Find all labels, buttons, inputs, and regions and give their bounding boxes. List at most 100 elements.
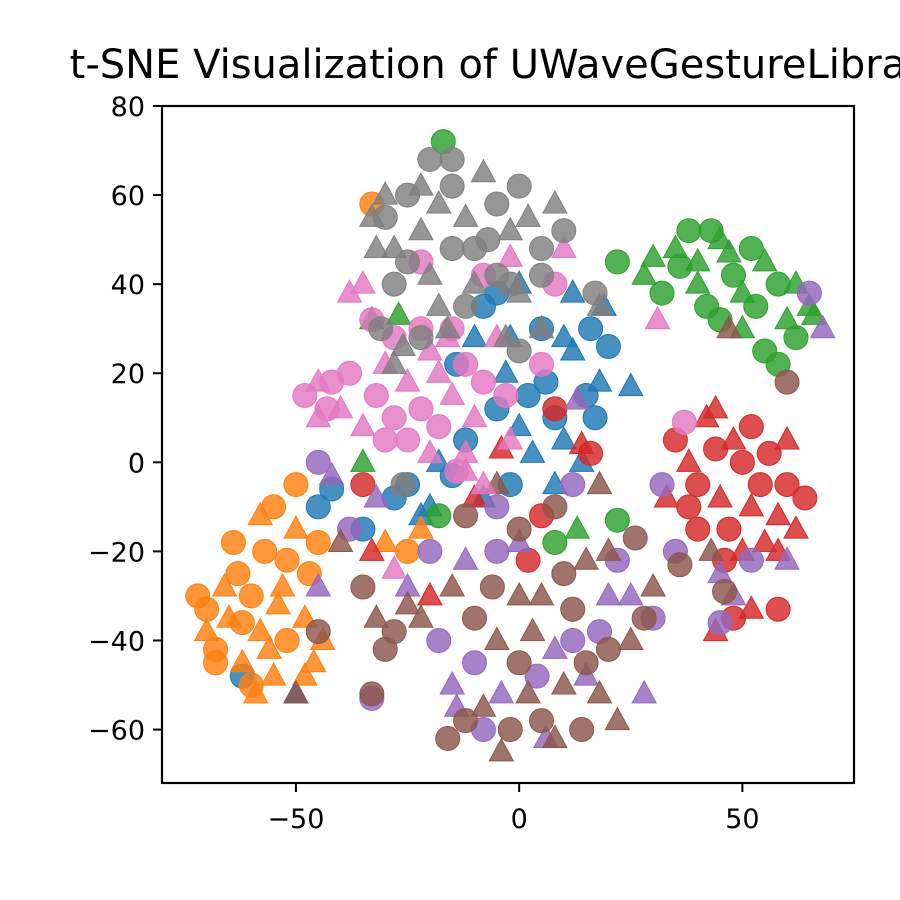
scatter-point [274, 627, 300, 653]
scatter-point [551, 218, 577, 244]
scatter-point [528, 262, 554, 288]
scatter-point [417, 261, 443, 285]
scatter-point [515, 679, 541, 704]
scatter-point [305, 529, 331, 555]
scatter-point [506, 516, 532, 542]
scatter-point [573, 546, 599, 570]
scatter-point [372, 528, 399, 552]
scatter-point [774, 472, 800, 498]
scatter-point [493, 383, 519, 409]
scatter-point [417, 146, 443, 172]
scatter-point [394, 590, 421, 615]
scatter-point [408, 396, 434, 422]
scatter-point [515, 203, 541, 227]
scatter-point [444, 458, 470, 484]
y-tick-label: −20 [88, 537, 145, 568]
scatter-point [439, 236, 465, 262]
scatter-point [497, 717, 523, 743]
scatter-point [506, 412, 533, 437]
scatter-point [462, 605, 488, 631]
scatter-point [738, 595, 765, 619]
scatter-point [381, 350, 407, 374]
scatter-point [604, 249, 630, 275]
scatter-point [675, 448, 702, 472]
scatter-point [751, 247, 778, 272]
scatter-point [475, 227, 501, 253]
scatter-point [265, 590, 291, 615]
scatter-point [550, 323, 577, 348]
scatter-point [350, 270, 376, 294]
scatter-point [425, 292, 452, 316]
scatter-point [247, 617, 274, 642]
scatter-point [720, 426, 747, 450]
scatter-point [479, 574, 505, 600]
scatter-point [550, 426, 577, 450]
x-tick-label: 0 [511, 804, 528, 835]
scatter-point [426, 503, 452, 529]
scatter-point [497, 271, 523, 297]
y-tick-label: 40 [111, 270, 145, 301]
scatter-point [604, 507, 630, 533]
scatter-point [363, 234, 390, 259]
scatter-point [229, 610, 255, 636]
scatter-point [644, 305, 671, 330]
scatter-point [350, 472, 376, 498]
scatter-point [327, 528, 354, 552]
scatter-point [461, 270, 488, 294]
scatter-point [453, 708, 479, 734]
scatter-point [395, 538, 421, 564]
scatter-point [528, 708, 554, 734]
scatter-point [738, 547, 764, 573]
scatter-point [783, 325, 809, 351]
scatter-point [461, 323, 488, 348]
scatter-point [506, 650, 532, 676]
scatter-point [363, 483, 390, 508]
scatter-point [269, 572, 296, 597]
scatter-point [453, 351, 479, 377]
scatter-point [497, 216, 524, 241]
scatter-point [578, 316, 604, 342]
scatter-point [461, 483, 488, 508]
scatter-point [483, 626, 510, 650]
scatter-point [470, 470, 497, 495]
scatter-point [649, 280, 675, 306]
scatter-point [439, 670, 466, 695]
scatter-point [390, 472, 416, 498]
scatter-point [497, 243, 524, 267]
y-tick-label: 20 [111, 359, 145, 390]
scatter-point [211, 572, 238, 597]
scatter-point [408, 216, 434, 241]
scatter-point [738, 492, 765, 517]
scatter-point [698, 537, 724, 561]
scatter-point [684, 270, 711, 294]
scatter-point [408, 172, 434, 196]
scatter-point [470, 693, 497, 717]
scatter-point [453, 293, 479, 319]
scatter-point [685, 516, 711, 542]
scatter-point [667, 253, 693, 279]
scatter-point [756, 440, 782, 466]
scatter-point [274, 547, 300, 573]
x-tick-label: −50 [267, 804, 324, 835]
scatter-point [617, 372, 644, 397]
scatter-point [729, 449, 755, 475]
scatter-point [765, 501, 791, 526]
scatter-point [671, 409, 697, 435]
scatter-point [595, 334, 621, 360]
scatter-point [640, 572, 666, 597]
scatter-point [470, 158, 497, 183]
scatter-point [350, 448, 376, 472]
scatter-point [417, 439, 443, 463]
scatter-point [408, 515, 434, 539]
scatter-point [720, 262, 746, 288]
scatter-point [559, 336, 586, 361]
scatter-point [595, 581, 622, 606]
scatter-point [506, 338, 532, 364]
chart-title: t-SNE Visualization of UWaveGestureLibra… [70, 42, 900, 88]
scatter-point [716, 516, 742, 542]
scatter-point [716, 314, 742, 339]
scatter-point [631, 605, 657, 631]
scatter-point [595, 636, 621, 662]
scatter-point [515, 383, 541, 409]
scatter-point [363, 383, 389, 409]
